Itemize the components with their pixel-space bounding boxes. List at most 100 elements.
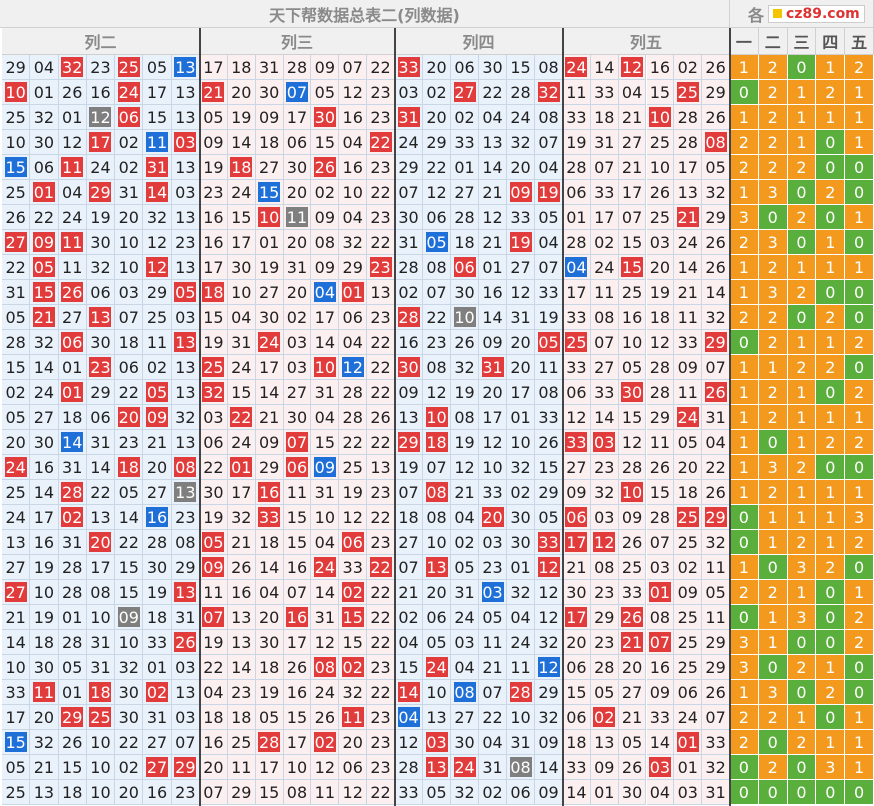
count-cell: 0 [816,705,846,730]
number-cell: 09 [255,105,284,130]
number-cell: 07 [479,680,507,705]
number-cell: 09 [311,455,340,480]
number-cell: 20 [507,355,535,380]
count-cell: 2 [816,555,846,580]
count-cell: 0 [787,55,817,80]
number-cell: 19 [451,430,479,455]
number-cell: 18 [115,330,144,355]
highlighted-number: 31 [146,157,169,177]
number-cell: 10 [2,655,31,680]
number-cell: 30 [200,480,228,505]
number-cell: 14 [255,380,284,405]
number-cell: 29 [2,55,31,80]
number-cell: 22 [115,730,144,755]
count-cell: 0 [816,205,846,230]
number-cell: 23 [171,505,200,530]
number-cell: 31 [2,280,31,305]
number-cell: 20 [646,255,675,280]
number-cell: 01 [58,605,87,630]
number-cell: 29 [702,80,730,105]
number-cell: 31 [86,430,116,455]
number-cell: 15 [115,555,144,580]
highlighted-number: 33 [565,432,588,452]
number-cell: 01 [339,280,368,305]
number-cell: 31 [311,605,340,630]
number-cell: 33 [563,355,591,380]
number-cell: 14 [58,430,87,455]
number-cell: 18 [423,430,451,455]
number-cell: 06 [283,455,312,480]
number-cell: 29 [702,330,730,355]
count-cell: 1 [730,680,759,705]
highlighted-number: 25 [565,332,588,352]
highlighted-number: 09 [32,232,55,252]
number-cell: 11 [143,330,172,355]
number-cell: 03 [479,530,507,555]
highlighted-number: 29 [704,507,727,527]
highlighted-number: 01 [648,582,671,602]
number-cell: 24 [227,355,256,380]
number-cell: 26 [58,730,87,755]
number-cell: 32 [200,380,228,405]
number-cell: 32 [702,305,730,330]
highlighted-number: 11 [32,682,55,702]
count-cell: 2 [816,80,846,105]
number-cell: 17 [255,755,284,780]
number-cell: 03 [479,580,507,605]
number-cell: 28 [646,505,675,530]
number-cell: 27 [255,155,284,180]
number-cell: 13 [423,755,451,780]
number-cell: 01 [58,105,87,130]
number-cell: 30 [563,580,591,605]
count-cell: 2 [816,680,846,705]
number-cell: 31 [86,630,116,655]
number-cell: 17 [255,355,284,380]
number-cell: 22 [200,655,228,680]
number-cell: 32 [58,55,87,80]
highlighted-number: 02 [341,582,364,602]
number-cell: 33 [646,705,675,730]
number-cell: 32 [590,480,619,505]
number-cell: 11 [143,130,172,155]
highlighted-number: 29 [397,432,420,452]
number-cell: 17 [2,705,31,730]
highlighted-number: 27 [146,757,169,777]
number-cell: 32 [227,505,256,530]
number-cell: 06 [563,705,591,730]
number-cell: 04 [479,730,507,755]
number-cell: 10 [86,780,116,805]
number-cell: 14 [590,55,619,80]
number-cell: 12 [58,130,87,155]
number-cell: 29 [143,280,172,305]
highlighted-number: 16 [285,607,308,627]
highlighted-number: 26 [174,632,197,652]
number-cell: 30 [30,430,59,455]
highlighted-number: 13 [425,557,448,577]
highlighted-number: 27 [453,82,476,102]
number-cell: 26 [58,280,87,305]
number-cell: 23 [367,80,395,105]
count-cell: 0 [845,555,874,580]
number-cell: 23 [367,480,395,505]
count-cell: 2 [758,105,788,130]
highlighted-number: 27 [4,232,27,252]
number-cell: 18 [58,405,87,430]
number-cell: 14 [115,505,144,530]
number-cell: 19 [451,380,479,405]
number-cell: 15 [311,130,340,155]
count-cell: 2 [758,155,788,180]
number-cell: 02 [451,530,479,555]
number-cell: 13 [171,80,200,105]
number-cell: 20 [339,730,368,755]
number-cell: 28 [339,405,368,430]
number-cell: 12 [339,780,368,805]
number-cell: 15 [227,205,256,230]
highlighted-number: 24 [425,657,448,677]
highlighted-number: 18 [230,157,253,177]
number-cell: 18 [395,505,423,530]
count-cell: 1 [845,205,874,230]
number-cell: 04 [395,705,423,730]
number-cell: 21 [618,155,647,180]
number-cell: 02 [115,155,144,180]
number-cell: 23 [200,180,228,205]
